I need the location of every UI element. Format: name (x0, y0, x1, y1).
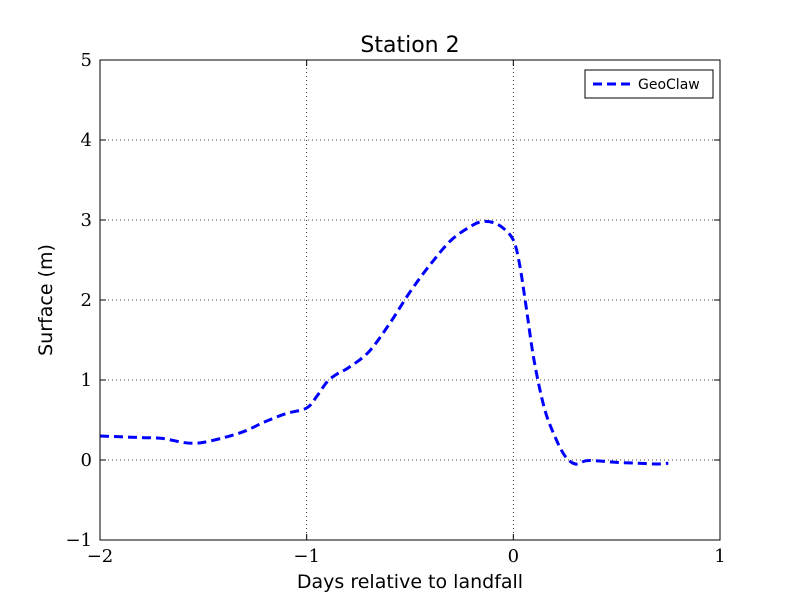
y-tick-label: 0 (81, 450, 92, 471)
series-layer (99, 219, 669, 466)
grid (100, 60, 720, 540)
x-tick-label: 1 (714, 546, 725, 567)
y-tick-label: 3 (81, 210, 92, 231)
y-tick-label: −1 (65, 530, 92, 551)
y-tick-label: 2 (81, 290, 92, 311)
x-tick-label: −2 (87, 546, 114, 567)
y-tick-label: 4 (81, 130, 92, 151)
legend-box (584, 69, 714, 99)
series-line-geoclaw (99, 219, 669, 466)
y-tick-label: 5 (81, 50, 92, 71)
chart-title: Station 2 (360, 33, 459, 58)
x-axis-label: Days relative to landfall (297, 571, 523, 593)
x-tick-label: −1 (293, 546, 320, 567)
y-axis-label: Surface (m) (35, 244, 57, 356)
x-tick-label: 0 (508, 546, 519, 567)
y-tick-label: 1 (81, 370, 92, 391)
legend: GeoClaw (584, 69, 714, 99)
legend-label-geoclaw: GeoClaw (638, 77, 700, 93)
